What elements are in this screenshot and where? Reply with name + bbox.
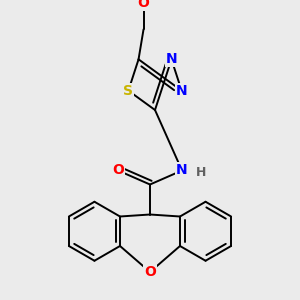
Text: O: O	[144, 265, 156, 279]
Text: N: N	[176, 84, 188, 98]
Text: O: O	[138, 0, 149, 10]
Text: O: O	[112, 164, 124, 178]
Text: N: N	[176, 164, 188, 178]
Text: H: H	[196, 166, 206, 179]
Text: S: S	[123, 84, 134, 98]
Text: N: N	[166, 52, 177, 66]
